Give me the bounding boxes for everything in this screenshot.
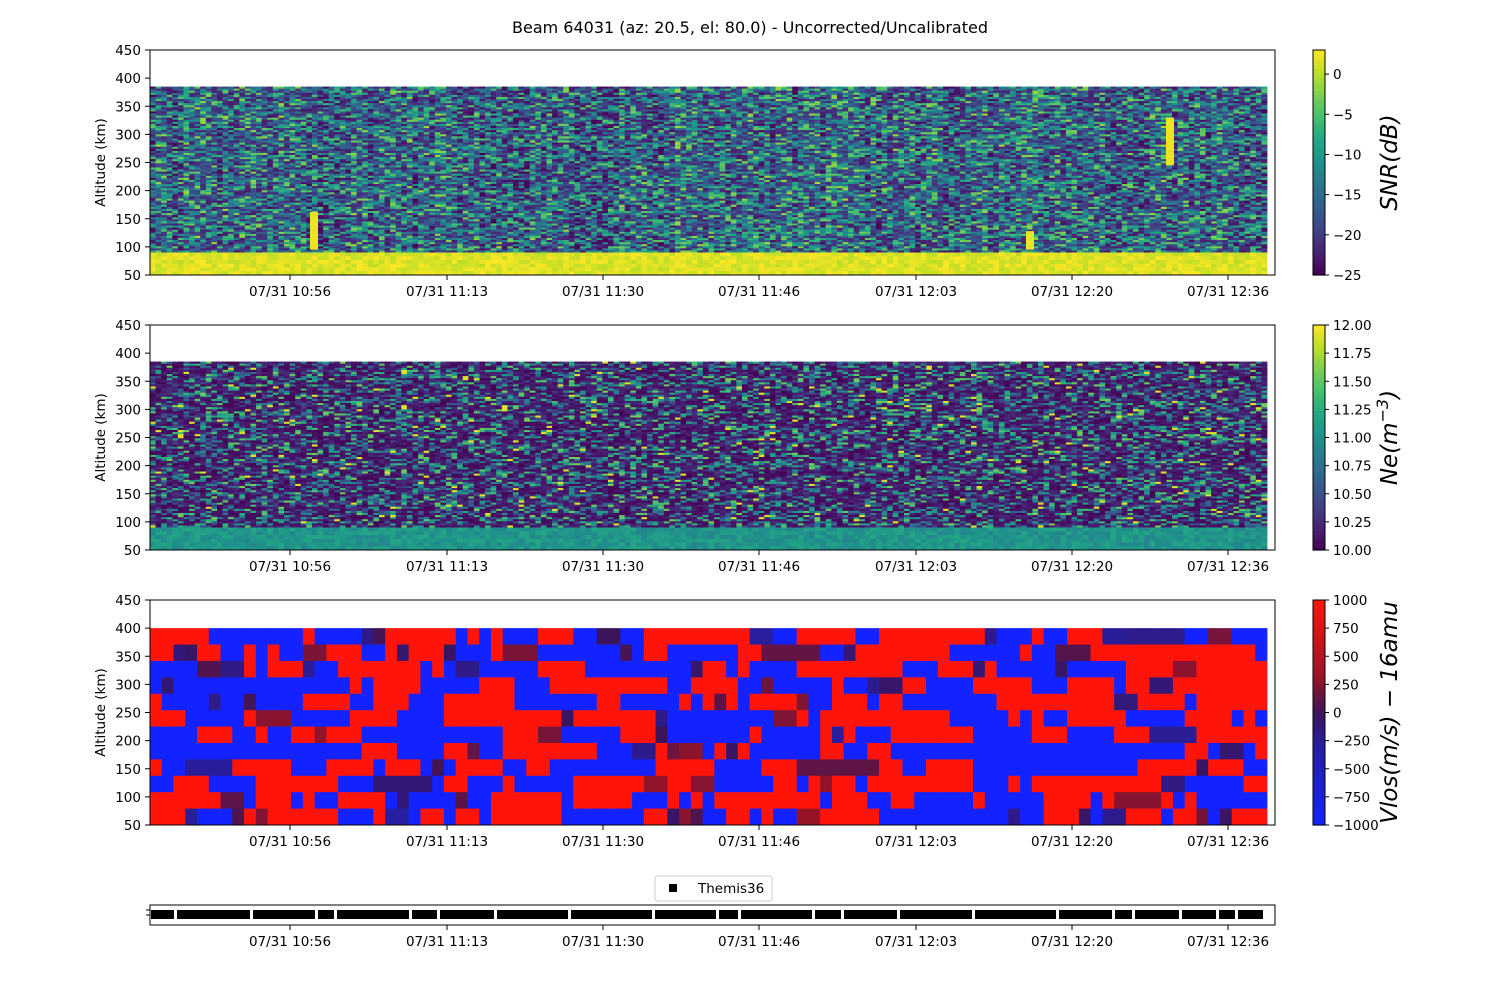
heatmap-cell <box>206 253 212 257</box>
heatmap-cell <box>150 256 156 260</box>
heatmap-cell <box>178 256 184 260</box>
heatmap-cell <box>195 264 201 268</box>
heatmap-cell <box>211 256 217 260</box>
heatmap-cell <box>206 268 212 272</box>
heatmap-cell <box>178 253 184 257</box>
heatmap-cell <box>189 256 195 260</box>
heatmap-cell <box>172 268 178 272</box>
heatmap-cell <box>167 268 173 272</box>
chart-title: Beam 64031 (az: 20.5, el: 80.0) - Uncorr… <box>512 18 988 37</box>
heatmap-cell <box>195 256 201 260</box>
heatmap-cell <box>161 256 167 260</box>
heatmap-cell <box>189 264 195 268</box>
heatmap-cell <box>200 253 206 257</box>
heatmap-cell <box>211 268 217 272</box>
heatmap-cell <box>184 268 190 272</box>
heatmap-cell <box>200 256 206 260</box>
heatmap-cell <box>211 264 217 268</box>
heatmap-cell <box>206 264 212 268</box>
heatmap-cell <box>189 268 195 272</box>
heatmap-cell <box>150 253 156 257</box>
heatmap-cell <box>161 253 167 257</box>
heatmap-cell <box>178 260 184 264</box>
heatmap-cell <box>172 256 178 260</box>
heatmap-cell <box>156 268 162 272</box>
heatmap-cell <box>211 260 217 264</box>
heatmap-cell <box>161 264 167 268</box>
heatmap-cell <box>206 260 212 264</box>
heatmap-cell <box>156 260 162 264</box>
heatmap-cell <box>172 260 178 264</box>
heatmap-cell <box>178 264 184 268</box>
heatmap-cell <box>150 260 156 264</box>
heatmap-cell <box>172 264 178 268</box>
heatmap-cell <box>161 268 167 272</box>
heatmap-cell <box>184 253 190 257</box>
heatmap-cell <box>184 260 190 264</box>
heatmap-cell <box>156 264 162 268</box>
heatmap-cell <box>200 268 206 272</box>
heatmap-cell <box>178 268 184 272</box>
heatmap-cell <box>161 260 167 264</box>
heatmap-cell <box>156 256 162 260</box>
heatmap-cell <box>167 256 173 260</box>
heatmap-cell <box>189 253 195 257</box>
heatmap-cell <box>200 260 206 264</box>
snr-heatmap <box>150 87 1267 276</box>
heatmap-cell <box>150 268 156 272</box>
heatmap-cell <box>184 264 190 268</box>
heatmap-cell <box>156 253 162 257</box>
heatmap-cell <box>167 253 173 257</box>
heatmap-cell <box>211 253 217 257</box>
heatmap-cell <box>206 256 212 260</box>
heatmap-cell <box>150 264 156 268</box>
heatmap-cell <box>172 253 178 257</box>
heatmap-cell <box>195 260 201 264</box>
heatmap-cell <box>184 256 190 260</box>
heatmap-cell <box>189 260 195 264</box>
heatmap-cell <box>167 264 173 268</box>
heatmap-cell <box>195 268 201 272</box>
heatmap-cell <box>167 260 173 264</box>
heatmap-cell <box>200 264 206 268</box>
heatmap-cell <box>195 253 201 257</box>
